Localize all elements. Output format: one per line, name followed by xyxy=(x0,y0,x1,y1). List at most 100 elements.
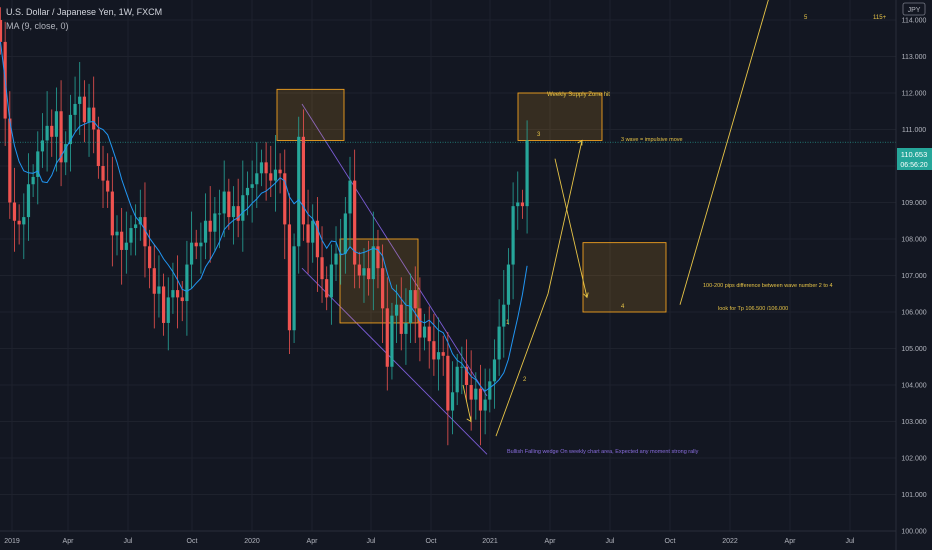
candle-body xyxy=(483,399,487,411)
time-axis[interactable]: 2019 Apr Jul Oct 2020 Apr Jul Oct 2021 Apr Jul Oct 2… xyxy=(0,530,896,545)
impulse-projection xyxy=(495,140,583,437)
ma-line xyxy=(0,41,528,392)
x-tick-label: Oct xyxy=(665,538,676,545)
candle-body xyxy=(124,242,128,250)
candle-body xyxy=(436,352,441,360)
candle-body xyxy=(148,246,152,269)
candle-body xyxy=(45,125,49,141)
supply-demand-zones xyxy=(276,88,667,324)
candle-body xyxy=(152,268,156,294)
candle-body xyxy=(217,213,222,215)
falling-wedge xyxy=(301,103,488,455)
y-tick-label: 102.000 xyxy=(901,456,926,463)
x-tick-label: Jul xyxy=(124,538,133,545)
weekly-supply-zone xyxy=(517,92,603,141)
candle-body xyxy=(199,242,203,247)
candle-body xyxy=(460,366,464,368)
supply-zone-2020 xyxy=(276,88,345,141)
x-tick-label: Oct xyxy=(426,538,437,545)
candle-body xyxy=(157,286,161,294)
y-tick-label: 111.000 xyxy=(902,127,926,134)
candle-body xyxy=(92,107,96,130)
candle-body xyxy=(446,355,450,411)
wave-3-label: 3 xyxy=(537,132,541,138)
candle-body xyxy=(120,231,124,250)
candle-body xyxy=(283,173,287,225)
candle-body xyxy=(189,242,194,265)
y-tick-label: 109.000 xyxy=(901,200,926,207)
candle-body xyxy=(162,286,166,323)
grid-lines xyxy=(0,0,896,532)
moving-average xyxy=(0,41,528,392)
candle-body xyxy=(422,326,427,338)
wedge-exit-arrow xyxy=(462,384,472,422)
candle-body xyxy=(315,220,319,258)
y-tick-label: 100.000 xyxy=(901,529,926,536)
candle-body xyxy=(432,341,436,360)
candle-body xyxy=(474,388,478,400)
y-tick-label: 114.000 xyxy=(902,18,927,25)
candle-body xyxy=(231,206,236,218)
x-tick-label: 2021 xyxy=(482,538,498,545)
candle-body xyxy=(115,231,119,236)
candle-body xyxy=(376,246,380,269)
impulse-arrowhead xyxy=(577,139,583,146)
candle-body xyxy=(0,20,3,42)
candle-body xyxy=(301,136,305,225)
candle-body xyxy=(297,136,301,247)
price-axis[interactable]: 100.000 101.000 102.000 103.000 104.000 105.0… xyxy=(895,0,927,550)
candles xyxy=(0,7,529,446)
candle-body xyxy=(488,381,492,400)
candle-body xyxy=(413,290,417,309)
x-tick-label: Jul xyxy=(606,538,615,545)
candle-body xyxy=(82,96,86,123)
candle-body xyxy=(245,187,250,196)
candle-body xyxy=(269,173,273,181)
candle-body xyxy=(441,352,445,356)
candle-body xyxy=(502,304,506,327)
currency-badge: JPY xyxy=(908,7,921,14)
candle-body xyxy=(54,111,59,137)
candle-body xyxy=(106,180,110,192)
candle-body xyxy=(264,162,268,174)
candle-body xyxy=(404,322,408,334)
candle-body xyxy=(320,257,324,280)
candle-body xyxy=(208,220,212,232)
candle-body xyxy=(259,162,264,174)
candle-body xyxy=(278,169,282,174)
candle-body xyxy=(87,107,91,123)
chart-legend: U.S. Dollar / Japanese Yen, 1W, FXCM MA … xyxy=(6,5,162,33)
candle-body xyxy=(180,297,184,302)
candle-body xyxy=(367,268,371,280)
candle-body xyxy=(511,206,515,265)
candle-body xyxy=(129,228,133,243)
x-tick-label: Apr xyxy=(545,538,557,545)
y-tick-label: 108.000 xyxy=(901,237,926,244)
candle-body xyxy=(516,202,520,207)
candle-body xyxy=(255,173,259,185)
candle-body xyxy=(134,224,138,229)
x-tick-label: Oct xyxy=(187,538,198,545)
candle-body xyxy=(166,297,170,323)
price-badges: JPY 110.653 06:56:20 xyxy=(897,2,932,170)
candle-body xyxy=(185,264,189,302)
candle-body xyxy=(8,118,12,203)
bar-countdown: 06:56:20 xyxy=(900,162,927,169)
candle-body xyxy=(143,217,147,247)
candle-body xyxy=(464,366,469,385)
candle-body xyxy=(418,308,422,338)
candle-body xyxy=(68,114,72,145)
candle-body xyxy=(50,125,54,137)
target-demand-zone xyxy=(582,242,667,313)
candle-body xyxy=(22,217,26,225)
x-tick-label: Jul xyxy=(846,538,855,545)
candle-body xyxy=(26,184,31,218)
candle-body xyxy=(427,326,431,342)
candle-body xyxy=(520,202,525,207)
candle-body xyxy=(236,206,240,221)
wave-projection xyxy=(462,0,769,437)
candle-body xyxy=(325,279,329,298)
y-tick-label: 112.000 xyxy=(902,91,927,98)
y-tick-label: 103.000 xyxy=(901,419,926,426)
